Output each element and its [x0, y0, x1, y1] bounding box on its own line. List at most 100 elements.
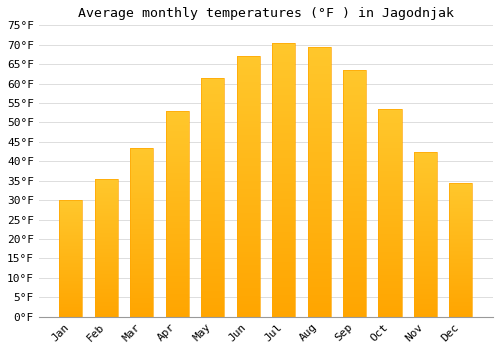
Bar: [343, 255, 366, 258]
Bar: [272, 306, 295, 309]
Bar: [414, 238, 437, 239]
Bar: [130, 215, 154, 217]
Bar: [60, 297, 82, 298]
Bar: [166, 202, 189, 203]
Bar: [130, 168, 154, 170]
Bar: [272, 287, 295, 289]
Bar: [166, 185, 189, 187]
Bar: [378, 155, 402, 157]
Bar: [201, 94, 224, 97]
Bar: [166, 265, 189, 267]
Bar: [414, 279, 437, 280]
Bar: [236, 56, 260, 59]
Bar: [378, 306, 402, 308]
Bar: [130, 229, 154, 231]
Bar: [308, 252, 330, 255]
Bar: [414, 295, 437, 297]
Bar: [414, 261, 437, 262]
Bar: [236, 88, 260, 90]
Bar: [378, 159, 402, 161]
Bar: [95, 244, 118, 245]
Bar: [378, 286, 402, 288]
Bar: [60, 266, 82, 267]
Bar: [308, 312, 330, 314]
Bar: [343, 87, 366, 90]
Bar: [414, 292, 437, 294]
Bar: [166, 304, 189, 307]
Bar: [414, 303, 437, 305]
Bar: [272, 204, 295, 207]
Bar: [130, 313, 154, 315]
Bar: [343, 166, 366, 169]
Bar: [130, 154, 154, 156]
Bar: [236, 75, 260, 77]
Bar: [166, 245, 189, 247]
Bar: [60, 226, 82, 227]
Bar: [414, 193, 437, 195]
Bar: [166, 253, 189, 255]
Bar: [378, 271, 402, 273]
Bar: [414, 155, 437, 156]
Bar: [343, 94, 366, 97]
Bar: [95, 209, 118, 211]
Bar: [236, 205, 260, 208]
Bar: [201, 190, 224, 192]
Bar: [450, 294, 472, 295]
Bar: [343, 176, 366, 178]
Bar: [272, 267, 295, 270]
Bar: [308, 314, 330, 317]
Bar: [201, 92, 224, 94]
Bar: [272, 279, 295, 281]
Bar: [95, 249, 118, 251]
Bar: [166, 144, 189, 146]
Bar: [450, 236, 472, 238]
Bar: [343, 178, 366, 181]
Bar: [343, 92, 366, 94]
Bar: [95, 264, 118, 266]
Bar: [60, 238, 82, 239]
Bar: [272, 224, 295, 226]
Bar: [414, 282, 437, 284]
Bar: [60, 277, 82, 278]
Bar: [201, 310, 224, 312]
Bar: [414, 314, 437, 315]
Bar: [201, 295, 224, 298]
Bar: [95, 231, 118, 233]
Bar: [272, 106, 295, 108]
Bar: [236, 137, 260, 140]
Bar: [236, 189, 260, 192]
Bar: [378, 225, 402, 228]
Bar: [95, 255, 118, 256]
Bar: [343, 181, 366, 183]
Bar: [95, 229, 118, 230]
Bar: [414, 252, 437, 254]
Bar: [166, 240, 189, 243]
Bar: [450, 204, 472, 205]
Bar: [95, 179, 118, 317]
Bar: [343, 85, 366, 87]
Bar: [201, 197, 224, 199]
Bar: [236, 293, 260, 296]
Bar: [378, 204, 402, 206]
Bar: [236, 96, 260, 98]
Bar: [201, 264, 224, 267]
Bar: [378, 177, 402, 180]
Bar: [308, 274, 330, 276]
Bar: [343, 132, 366, 134]
Bar: [378, 119, 402, 121]
Bar: [236, 187, 260, 189]
Bar: [343, 228, 366, 230]
Bar: [450, 309, 472, 310]
Bar: [308, 49, 330, 52]
Bar: [378, 196, 402, 198]
Bar: [272, 183, 295, 185]
Bar: [450, 222, 472, 223]
Bar: [272, 125, 295, 128]
Bar: [343, 72, 366, 75]
Bar: [95, 296, 118, 297]
Bar: [308, 131, 330, 133]
Bar: [272, 54, 295, 56]
Bar: [60, 203, 82, 204]
Bar: [201, 152, 224, 154]
Bar: [166, 255, 189, 257]
